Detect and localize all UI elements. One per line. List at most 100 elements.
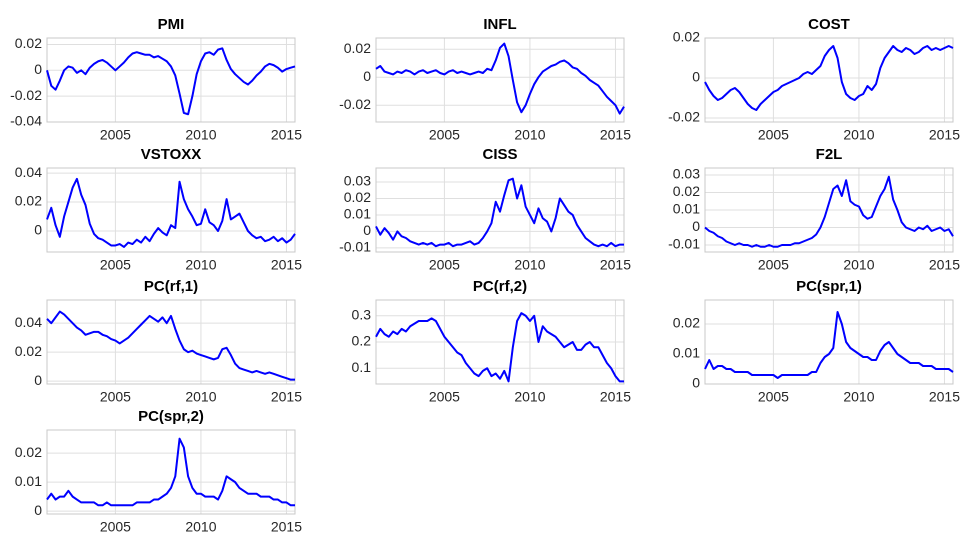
x-tick-label: 2015 [600, 389, 631, 405]
chart-title: PC(rf,1) [144, 278, 198, 295]
chart-title: PC(spr,2) [138, 408, 204, 425]
data-line [46, 177, 296, 248]
y-tick-label: -0.01 [339, 239, 371, 255]
y-tick-label: -0.04 [10, 113, 42, 129]
plot-background [376, 38, 624, 122]
y-tick-label: -0.02 [10, 87, 42, 103]
y-tick-label: 0.3 [352, 306, 372, 322]
data-line [375, 312, 624, 383]
x-tick-label: 2015 [600, 127, 631, 143]
plot-background [47, 430, 295, 514]
y-tick-label: 0.02 [673, 29, 700, 45]
x-tick-label: 2015 [271, 257, 302, 273]
x-tick-label: 2010 [843, 127, 874, 143]
data-line [46, 310, 295, 381]
x-tick-label: 2005 [100, 519, 131, 535]
data-line [704, 311, 954, 379]
data-line [704, 45, 954, 111]
y-tick-label: 0.04 [15, 164, 42, 180]
y-tick-label: 0.02 [15, 35, 42, 51]
x-tick-label: 2010 [185, 519, 216, 535]
chart-title: COST [808, 16, 850, 33]
x-tick-label: 2005 [758, 127, 789, 143]
y-tick-label: 0.01 [15, 473, 42, 489]
y-tick-label: 0.02 [15, 444, 42, 460]
chart-title: CISS [482, 146, 517, 163]
chart-title: INFL [483, 16, 516, 33]
x-tick-label: 2005 [100, 127, 131, 143]
y-tick-label: 0 [34, 502, 42, 518]
y-tick-label: 0.03 [344, 173, 371, 189]
y-tick-label: 0.04 [15, 314, 42, 330]
y-tick-label: 0.02 [15, 343, 42, 359]
data-line [375, 177, 624, 248]
y-tick-label: 0.02 [344, 189, 371, 205]
x-tick-label: 2005 [100, 389, 131, 405]
y-tick-label: -0.02 [668, 109, 700, 125]
chart-title: F2L [816, 146, 843, 163]
axes-frame [375, 167, 625, 253]
y-tick-label: 0 [692, 218, 700, 234]
x-tick-label: 2015 [929, 127, 960, 143]
plot-background [47, 168, 295, 252]
axes-frame [704, 37, 954, 123]
y-tick-label: 0.02 [673, 183, 700, 199]
y-tick-label: 0.02 [15, 193, 42, 209]
plot-background [47, 300, 295, 384]
y-tick-label: 0 [34, 222, 42, 238]
x-tick-label: 2010 [185, 257, 216, 273]
chart-title: PC(rf,2) [473, 278, 527, 295]
plot-background [47, 38, 295, 122]
data-line [375, 42, 625, 115]
x-tick-label: 2010 [514, 257, 545, 273]
x-tick-label: 2010 [843, 389, 874, 405]
x-tick-label: 2010 [514, 389, 545, 405]
y-tick-label: 0.2 [352, 333, 372, 349]
axes-frame [46, 299, 296, 385]
y-tick-label: -0.01 [668, 236, 700, 252]
y-tick-label: 0.01 [673, 345, 700, 361]
y-tick-label: 0.02 [673, 315, 700, 331]
axes-frame [375, 299, 625, 385]
data-line [704, 175, 954, 248]
x-tick-label: 2010 [514, 127, 545, 143]
chart-title: PC(spr,1) [796, 278, 862, 295]
axes-frame [46, 37, 296, 123]
axes-frame [375, 37, 625, 123]
x-tick-label: 2005 [429, 127, 460, 143]
x-tick-label: 2005 [758, 257, 789, 273]
x-tick-label: 2005 [429, 257, 460, 273]
chart-title: VSTOXX [141, 146, 202, 163]
axes-frame [46, 167, 296, 253]
y-tick-label: 0 [363, 222, 371, 238]
y-tick-label: 0 [692, 69, 700, 85]
y-tick-label: 0 [34, 61, 42, 77]
x-tick-label: 2010 [185, 389, 216, 405]
x-tick-label: 2015 [600, 257, 631, 273]
x-tick-label: 2005 [100, 257, 131, 273]
y-tick-label: 0.1 [352, 359, 372, 375]
x-tick-label: 2015 [929, 257, 960, 273]
x-tick-label: 2005 [758, 389, 789, 405]
plot-background [705, 300, 953, 384]
y-tick-label: 0.01 [344, 206, 371, 222]
x-tick-label: 2010 [843, 257, 874, 273]
y-tick-label: -0.02 [339, 96, 371, 112]
axes-frame [704, 167, 954, 253]
y-tick-label: 0.03 [673, 166, 700, 182]
x-tick-label: 2010 [185, 127, 216, 143]
x-tick-label: 2015 [271, 519, 302, 535]
y-tick-label: 0 [34, 372, 42, 388]
axes-frame [46, 429, 296, 515]
chart-title: PMI [158, 16, 185, 33]
data-line [46, 47, 296, 116]
y-tick-label: 0 [363, 68, 371, 84]
y-tick-label: 0 [692, 375, 700, 391]
axes-frame [704, 299, 954, 385]
x-tick-label: 2015 [271, 127, 302, 143]
x-tick-label: 2005 [429, 389, 460, 405]
x-tick-label: 2015 [271, 389, 302, 405]
y-tick-label: 0.02 [344, 40, 371, 56]
y-tick-label: 0.01 [673, 201, 700, 217]
